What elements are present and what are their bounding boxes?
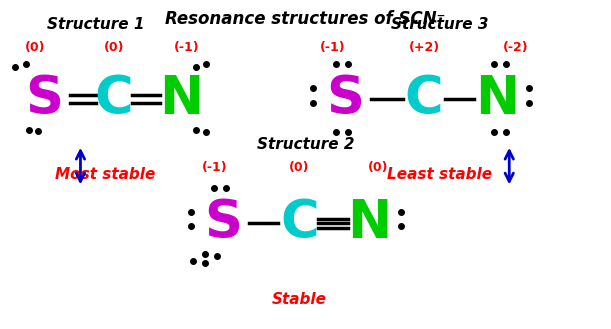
- Text: Stable: Stable: [272, 292, 327, 307]
- Text: N: N: [159, 73, 203, 125]
- Text: C: C: [95, 73, 133, 125]
- Text: Most stable: Most stable: [54, 167, 155, 182]
- Text: N: N: [475, 73, 519, 125]
- Text: (+2): (+2): [409, 40, 440, 54]
- Text: Resonance structures of SCN⁻: Resonance structures of SCN⁻: [166, 10, 445, 28]
- Text: Structure 2: Structure 2: [257, 138, 354, 152]
- Text: N: N: [347, 197, 392, 249]
- Text: C: C: [404, 73, 444, 125]
- Text: S: S: [25, 73, 63, 125]
- Text: (-2): (-2): [502, 40, 528, 54]
- Text: (0): (0): [104, 40, 124, 54]
- Text: (0): (0): [24, 40, 45, 54]
- Text: Least stable: Least stable: [387, 167, 492, 182]
- Text: S: S: [205, 197, 243, 249]
- Text: (-1): (-1): [174, 40, 200, 54]
- Text: Structure 1: Structure 1: [47, 17, 144, 32]
- Text: S: S: [326, 73, 364, 125]
- Text: (-1): (-1): [202, 161, 227, 174]
- Text: (-1): (-1): [320, 40, 346, 54]
- Text: (0): (0): [368, 161, 389, 174]
- Text: (0): (0): [289, 161, 310, 174]
- Text: C: C: [280, 197, 319, 249]
- Text: Structure 3: Structure 3: [390, 17, 488, 32]
